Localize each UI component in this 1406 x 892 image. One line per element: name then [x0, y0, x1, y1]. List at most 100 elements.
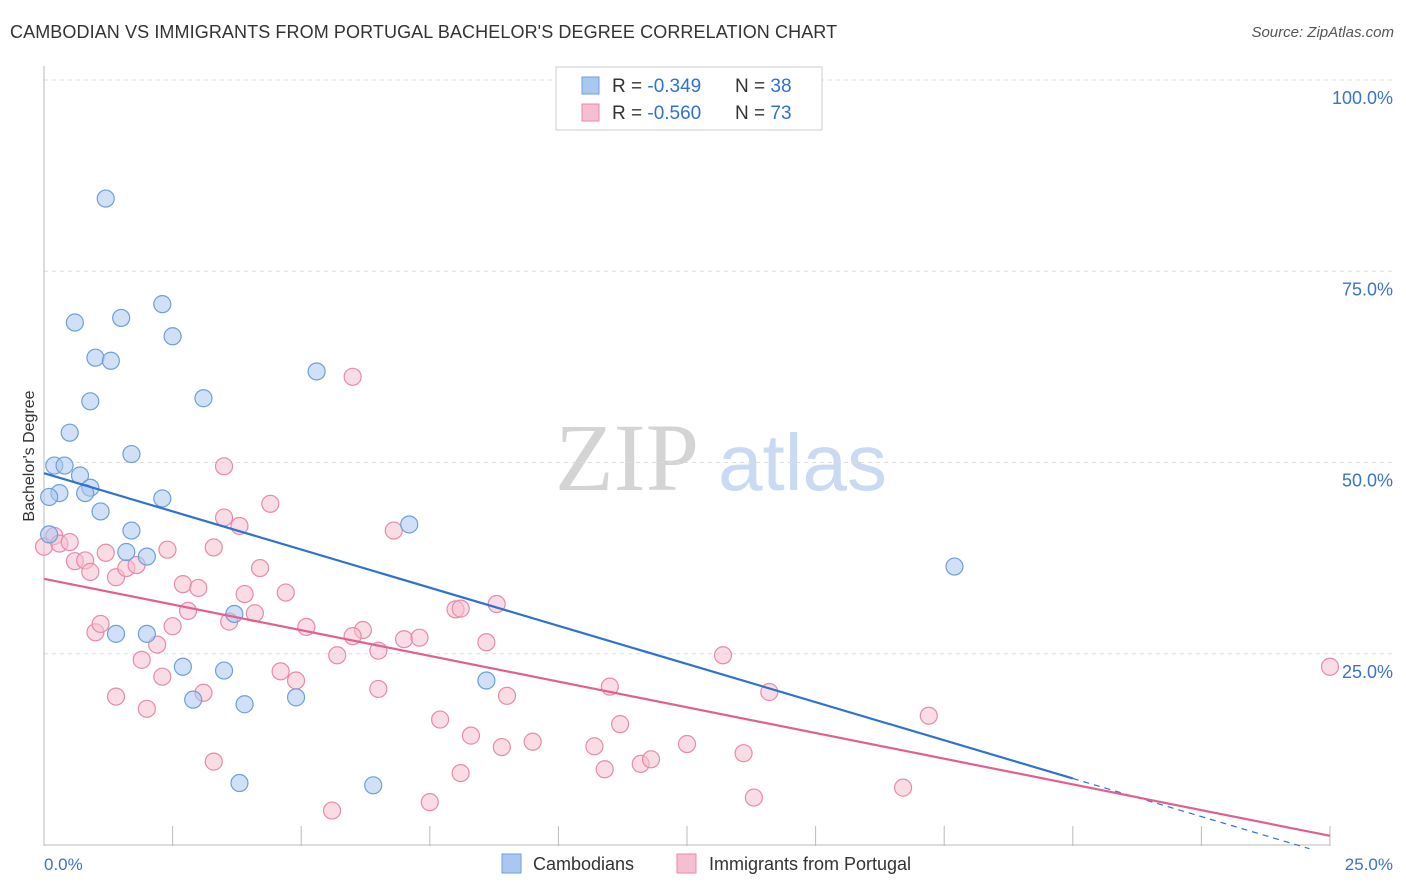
portugal-point — [369, 679, 388, 699]
portugal-point — [286, 671, 306, 690]
portugal-point — [451, 763, 470, 783]
portugal-point — [91, 614, 110, 634]
portugal-point — [713, 646, 733, 665]
chart-title: CAMBODIAN VS IMMIGRANTS FROM PORTUGAL BA… — [10, 22, 838, 42]
portugal-point — [595, 760, 614, 779]
cambodian-point — [153, 295, 172, 314]
bottom-legend-swatch-portugal — [676, 853, 697, 874]
portugal-point — [477, 633, 496, 652]
portugal-trend-line — [43, 577, 1331, 837]
legend-r-label-2: R = — [612, 103, 647, 124]
cambodian-point — [230, 773, 249, 793]
portugal-point — [461, 726, 481, 745]
watermark-atlas: atlas — [718, 418, 887, 507]
bottom-legend-label-portugal: Immigrants from Portugal — [709, 854, 911, 874]
portugal-point — [497, 686, 517, 705]
portugal-point — [60, 532, 79, 552]
portugal-point — [394, 630, 414, 649]
portugal-point — [734, 744, 753, 763]
portugal-point — [163, 617, 182, 636]
portugal-point — [271, 662, 290, 681]
watermark-zip: ZIP — [555, 404, 699, 511]
cambodian-point — [122, 444, 141, 464]
cambodian-trend-line — [43, 472, 1074, 780]
svg-text:R = -0.349: R = -0.349 — [612, 76, 701, 97]
portugal-points — [34, 367, 1340, 820]
portugal-point — [523, 732, 542, 751]
cambodian-point — [184, 690, 203, 709]
portugal-point — [276, 583, 295, 602]
portugal-point — [106, 687, 126, 706]
svg-text:N = 73: N = 73 — [735, 103, 792, 124]
cambodian-point — [137, 547, 156, 566]
portugal-point — [81, 562, 100, 581]
y-tick-label: 25.0% — [1342, 662, 1393, 682]
svg-text:N = 38: N = 38 — [735, 76, 792, 97]
cambodian-point — [173, 657, 192, 676]
cambodian-point — [106, 624, 126, 643]
legend-n-label-2: N = — [735, 103, 770, 124]
cambodian-points — [40, 189, 964, 795]
top-legend: R = -0.349 N = 38 R = -0.560 N = 73 — [555, 66, 823, 131]
portugal-point — [235, 584, 254, 604]
portugal-point — [744, 788, 763, 807]
legend-n-label-1: N = — [735, 76, 770, 97]
portugal-point — [214, 508, 234, 527]
legend-n-value-1: 38 — [770, 76, 791, 97]
portugal-point — [611, 715, 630, 734]
cambodian-point — [225, 604, 244, 624]
portugal-point — [451, 599, 470, 618]
portugal-point — [410, 628, 429, 647]
portugal-point — [492, 737, 511, 757]
cambodian-point — [112, 308, 131, 328]
portugal-point — [132, 650, 151, 669]
cambodian-point — [214, 661, 234, 680]
portugal-point — [178, 601, 198, 621]
bottom-legend-label-cambodians: Cambodians — [533, 854, 634, 874]
portugal-point — [430, 710, 450, 729]
cambodian-trend-extension — [1072, 777, 1310, 850]
x-tick-label-max: 25.0% — [1345, 855, 1393, 874]
cambodian-point — [91, 502, 110, 521]
portugal-point — [893, 778, 913, 797]
gridlines — [44, 79, 1394, 655]
portugal-point — [158, 540, 177, 559]
cambodian-point — [945, 557, 964, 576]
legend-r-value-2: -0.560 — [647, 103, 701, 124]
cambodian-point — [65, 313, 84, 332]
portugal-point — [204, 752, 223, 771]
cambodian-point — [117, 542, 136, 562]
cambodian-point — [40, 525, 59, 544]
cambodian-point — [81, 392, 100, 411]
cambodian-point — [101, 351, 120, 370]
portugal-point — [153, 667, 172, 686]
portugal-point — [420, 793, 439, 812]
cambodian-point — [122, 521, 141, 540]
cambodian-point — [153, 489, 172, 508]
cambodian-point — [60, 423, 79, 442]
cambodian-point — [163, 327, 182, 346]
cambodian-point — [286, 688, 306, 707]
y-tick-label: 75.0% — [1342, 279, 1393, 299]
portugal-point — [261, 494, 280, 513]
portugal-point — [919, 706, 938, 725]
cambodian-point — [86, 348, 105, 367]
source-label: Source: ZipAtlas.com — [1251, 24, 1394, 41]
y-tick-label: 100.0% — [1332, 88, 1393, 108]
x-tick-label-min: 0.0% — [44, 855, 83, 874]
cambodian-point — [194, 389, 213, 408]
portugal-point — [137, 699, 156, 718]
portugal-point — [641, 750, 661, 769]
cambodian-point — [364, 776, 383, 795]
bottom-legend-swatch-cambodians — [501, 853, 522, 874]
cambodian-point — [96, 189, 115, 208]
legend-r-label-1: R = — [612, 76, 647, 97]
cambodian-point — [55, 456, 74, 475]
legend-n-value-2: 73 — [770, 103, 791, 124]
portugal-point — [328, 646, 347, 665]
portugal-point — [585, 737, 604, 756]
portugal-point — [214, 457, 234, 476]
portugal-point — [189, 578, 208, 598]
y-axis-label: Bachelor's Degree — [21, 390, 38, 521]
cambodian-point — [307, 362, 326, 381]
